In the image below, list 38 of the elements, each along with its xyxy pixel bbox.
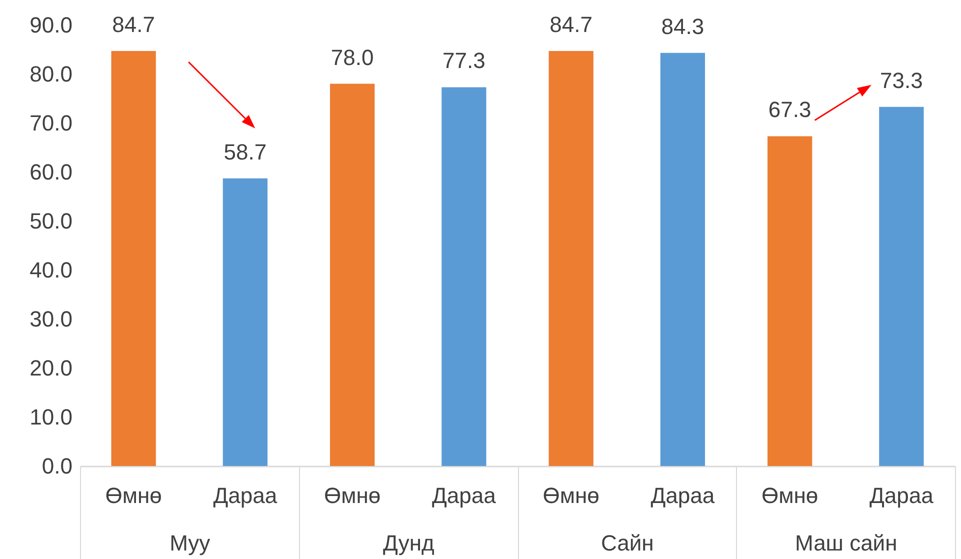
bar — [330, 84, 375, 466]
text: Өмнө — [542, 483, 600, 508]
data-label: 77.3 — [442, 48, 486, 74]
text: Өмнө — [762, 483, 818, 508]
y-tick-label: 40.0 — [30, 258, 72, 282]
data-label: 78.0 — [330, 44, 374, 70]
data-label: 67.3 — [768, 97, 812, 122]
bar — [222, 178, 268, 466]
y-tick-label: 10.0 — [30, 404, 72, 430]
x-tick-label: Муу — [170, 530, 210, 556]
x-tick-label: Маш сайн — [795, 530, 898, 556]
text: Дараа — [650, 483, 715, 508]
data-label: 84.7 — [550, 12, 592, 37]
text: Дараа — [432, 483, 496, 508]
data-label: 84.3 — [661, 14, 704, 39]
bar — [548, 50, 594, 466]
bar — [442, 87, 486, 466]
text: Өмнө — [324, 483, 381, 508]
x-tick-label: Дунд — [382, 530, 434, 556]
data-label: 73.3 — [880, 68, 923, 93]
series-label: Өмнө — [105, 483, 162, 508]
y-tick-label: 30.0 — [30, 306, 72, 332]
y-tick-label: 50.0 — [30, 208, 72, 234]
text: Дараа — [870, 483, 934, 508]
series-label: Дараа — [213, 483, 278, 508]
bar — [660, 52, 705, 466]
y-tick-label: 70.0 — [30, 110, 72, 136]
y-tick-label: 80.0 — [30, 62, 72, 86]
y-tick-label: 20.0 — [30, 356, 72, 380]
data-label: 84.7 — [112, 12, 155, 37]
bar — [768, 136, 812, 466]
y-tick-label: 0.0 — [42, 454, 72, 478]
y-tick-label: 60.0 — [30, 160, 72, 184]
x-tick-label: Сайн — [600, 530, 654, 556]
bar — [879, 106, 924, 466]
y-tick-label: 90.0 — [30, 12, 72, 38]
data-label: 58.7 — [224, 139, 267, 164]
bar — [111, 50, 156, 466]
